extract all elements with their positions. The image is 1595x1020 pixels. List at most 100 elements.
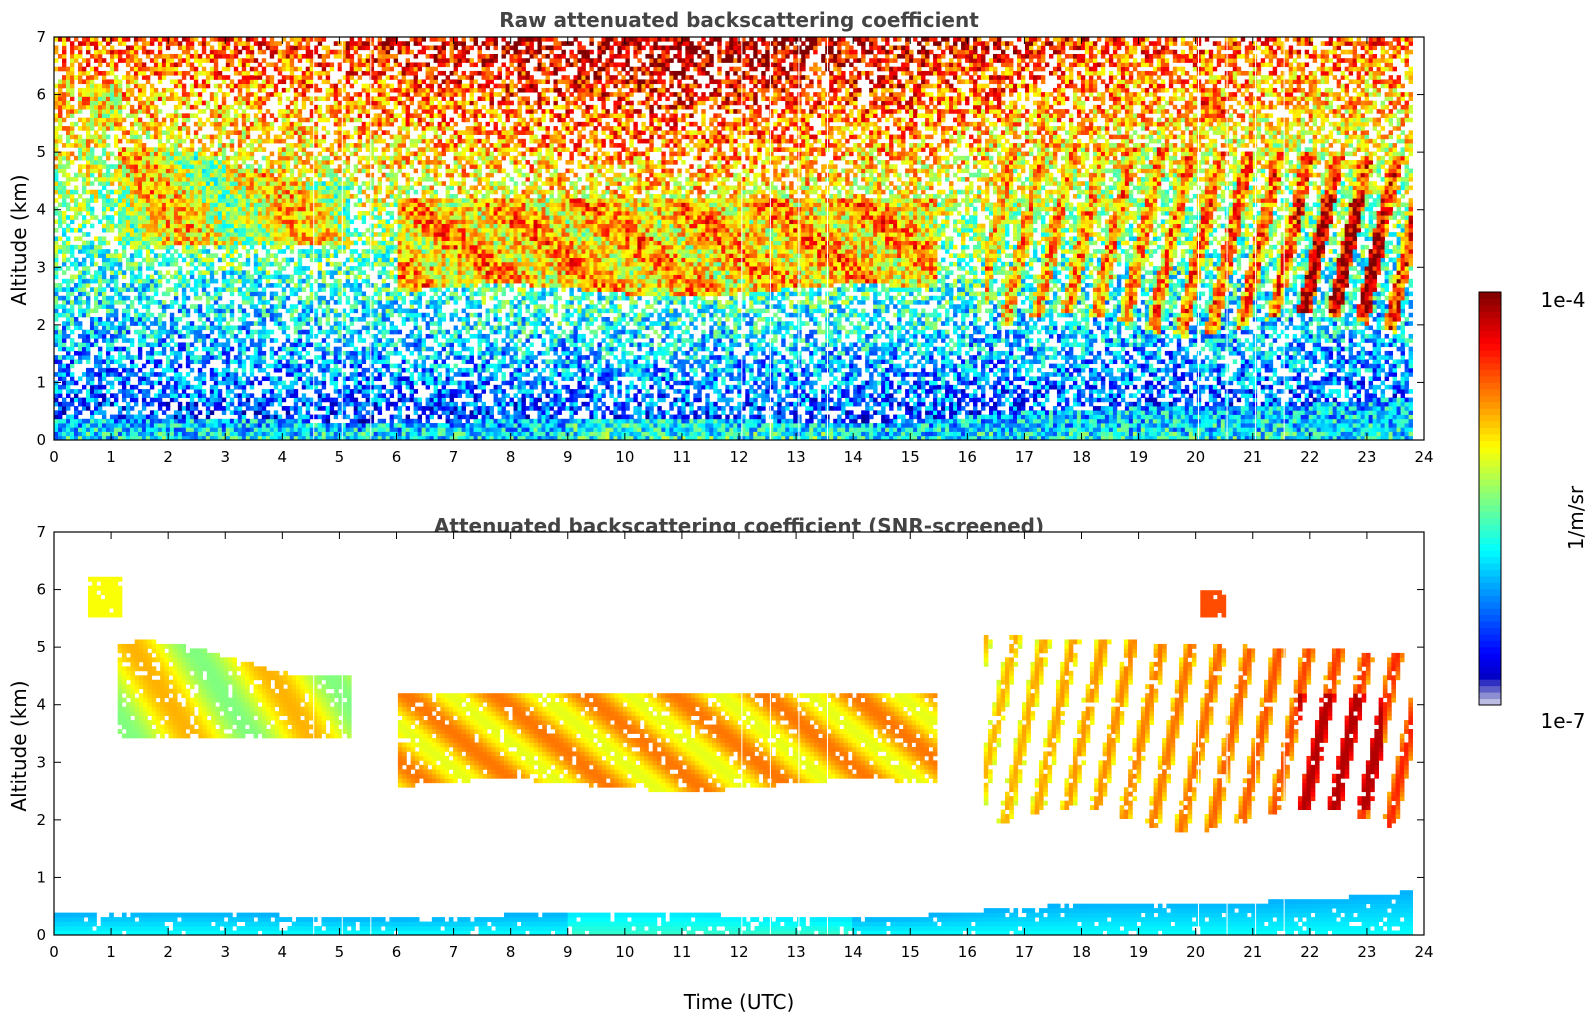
heatmap-cell [177, 372, 183, 377]
heatmap-cell [105, 143, 111, 148]
heatmap-cell [341, 261, 347, 267]
heatmap-cell [265, 232, 271, 237]
heatmap-cell [117, 164, 123, 169]
heatmap-cell [105, 121, 111, 127]
heatmap-cell [181, 49, 187, 55]
heatmap-cell [181, 83, 187, 89]
heatmap-cell [145, 376, 151, 382]
heatmap-cell [61, 198, 67, 203]
heatmap-cell [197, 147, 203, 152]
heatmap-cell [217, 427, 223, 432]
heatmap-cell [133, 181, 139, 186]
heatmap-cell [153, 410, 159, 415]
heatmap-cell [301, 300, 307, 305]
heatmap-cell [321, 397, 327, 403]
heatmap-cell [233, 257, 239, 263]
heatmap-cell [145, 414, 151, 420]
heatmap-cell [281, 223, 287, 229]
heatmap-cell [105, 193, 111, 199]
heatmap-cell [309, 100, 315, 106]
heatmap-cell [269, 389, 275, 394]
heatmap-cell [341, 321, 347, 326]
heatmap-cell [165, 96, 171, 102]
heatmap-cell [121, 270, 127, 275]
heatmap-cell [209, 346, 215, 352]
heatmap-cell [185, 172, 191, 178]
heatmap-cell [321, 215, 327, 220]
heatmap-cell [73, 244, 79, 250]
heatmap-cell [137, 227, 143, 233]
heatmap-cell [73, 227, 79, 233]
heatmap-cell [233, 287, 239, 292]
heatmap-cell [313, 155, 319, 161]
heatmap-cell [201, 168, 207, 174]
heatmap-cell [54, 138, 59, 144]
heatmap-cell [97, 435, 103, 441]
heatmap-cell [197, 389, 203, 394]
heatmap-cell [73, 295, 79, 301]
heatmap-cell [65, 350, 71, 356]
heatmap-cell [173, 160, 179, 165]
heatmap-cell [77, 304, 83, 309]
heatmap-cell [305, 300, 311, 305]
heatmap-cell [237, 410, 243, 415]
heatmap-cell [129, 151, 135, 157]
heatmap-cell [54, 189, 59, 195]
heatmap-cell [109, 66, 115, 72]
heatmap-cell [277, 70, 283, 76]
heatmap-cell [89, 168, 95, 174]
heatmap-cell [257, 104, 263, 110]
heatmap-cell [129, 75, 135, 80]
heatmap-cell [97, 244, 103, 250]
heatmap-cell [205, 70, 211, 76]
heatmap-cell [69, 151, 75, 157]
heatmap-cell [209, 308, 215, 314]
heatmap-cell [193, 193, 199, 199]
heatmap-cell [145, 423, 151, 428]
heatmap-cell [129, 240, 135, 246]
heatmap-cell [125, 257, 131, 263]
heatmap-cell [197, 100, 203, 106]
heatmap-cell [325, 206, 331, 212]
heatmap-cell [77, 270, 83, 275]
heatmap-cell [153, 37, 159, 42]
heatmap-cell [217, 193, 223, 199]
heatmap-cell [309, 316, 315, 322]
heatmap-cell [241, 350, 247, 356]
heatmap-cell [273, 206, 279, 212]
heatmap-cell [181, 164, 187, 169]
heatmap-cell [321, 312, 327, 318]
heatmap-cell [117, 406, 123, 411]
heatmap-cell [58, 244, 63, 250]
heatmap-cell [277, 219, 283, 225]
heatmap-cell [341, 215, 347, 220]
heatmap-cell [93, 104, 99, 110]
heatmap-cell [58, 164, 63, 169]
heatmap-cell [89, 287, 95, 292]
heatmap-cell [317, 41, 323, 46]
heatmap-cell [161, 367, 167, 373]
heatmap-cell [209, 92, 215, 97]
heatmap-cell [313, 83, 319, 89]
heatmap-cell [317, 53, 323, 59]
heatmap-cell [321, 134, 327, 140]
heatmap-cell [265, 75, 271, 80]
heatmap-cell [277, 126, 283, 131]
heatmap-cell [125, 100, 131, 106]
heatmap-cell [125, 189, 131, 195]
heatmap-cell [221, 185, 227, 191]
heatmap-cell [213, 96, 219, 102]
heatmap-cell [301, 96, 307, 102]
heatmap-cell [289, 291, 295, 297]
heatmap-cell [241, 147, 247, 152]
heatmap-cell [133, 37, 139, 42]
heatmap-cell [297, 138, 303, 144]
heatmap-cell [58, 410, 63, 415]
heatmap-cell [185, 49, 191, 55]
heatmap-cell [113, 423, 119, 428]
heatmap-cell [73, 427, 79, 432]
heatmap-cell [189, 202, 195, 208]
heatmap-cell [321, 249, 327, 254]
heatmap-cell [261, 414, 267, 420]
heatmap-cell [325, 418, 331, 424]
